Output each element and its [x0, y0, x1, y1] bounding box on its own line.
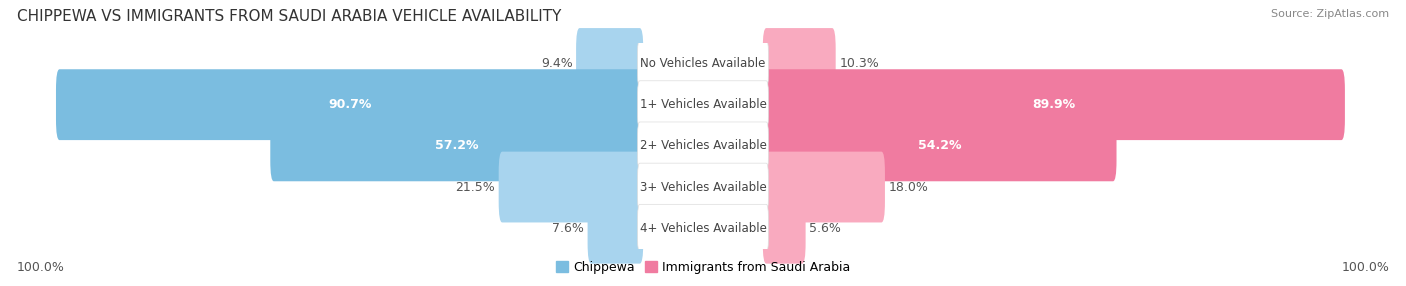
FancyBboxPatch shape	[762, 152, 884, 223]
Text: 100.0%: 100.0%	[17, 261, 65, 274]
Text: 4+ Vehicles Available: 4+ Vehicles Available	[640, 222, 766, 235]
Legend: Chippewa, Immigrants from Saudi Arabia: Chippewa, Immigrants from Saudi Arabia	[555, 261, 851, 274]
FancyBboxPatch shape	[762, 28, 835, 99]
Text: 89.9%: 89.9%	[1032, 98, 1076, 111]
FancyBboxPatch shape	[762, 69, 1346, 140]
Text: Source: ZipAtlas.com: Source: ZipAtlas.com	[1271, 9, 1389, 19]
Text: 90.7%: 90.7%	[328, 98, 371, 111]
Text: 21.5%: 21.5%	[456, 180, 495, 194]
FancyBboxPatch shape	[762, 193, 806, 264]
FancyBboxPatch shape	[0, 37, 1406, 172]
FancyBboxPatch shape	[638, 81, 768, 129]
Text: 18.0%: 18.0%	[889, 180, 928, 194]
Text: 5.6%: 5.6%	[808, 222, 841, 235]
Text: 9.4%: 9.4%	[541, 57, 572, 70]
FancyBboxPatch shape	[0, 161, 1406, 286]
FancyBboxPatch shape	[638, 122, 768, 170]
Text: 3+ Vehicles Available: 3+ Vehicles Available	[640, 180, 766, 194]
FancyBboxPatch shape	[0, 0, 1406, 131]
FancyBboxPatch shape	[638, 163, 768, 211]
Text: CHIPPEWA VS IMMIGRANTS FROM SAUDI ARABIA VEHICLE AVAILABILITY: CHIPPEWA VS IMMIGRANTS FROM SAUDI ARABIA…	[17, 9, 561, 23]
Text: 54.2%: 54.2%	[918, 139, 962, 152]
FancyBboxPatch shape	[638, 204, 768, 252]
FancyBboxPatch shape	[270, 110, 644, 181]
FancyBboxPatch shape	[56, 69, 644, 140]
Text: 7.6%: 7.6%	[553, 222, 583, 235]
Text: 1+ Vehicles Available: 1+ Vehicles Available	[640, 98, 766, 111]
Text: 2+ Vehicles Available: 2+ Vehicles Available	[640, 139, 766, 152]
FancyBboxPatch shape	[588, 193, 644, 264]
FancyBboxPatch shape	[499, 152, 644, 223]
FancyBboxPatch shape	[576, 28, 644, 99]
Text: 57.2%: 57.2%	[434, 139, 478, 152]
FancyBboxPatch shape	[762, 110, 1116, 181]
Text: 10.3%: 10.3%	[839, 57, 879, 70]
Text: No Vehicles Available: No Vehicles Available	[640, 57, 766, 70]
FancyBboxPatch shape	[0, 120, 1406, 255]
FancyBboxPatch shape	[638, 39, 768, 88]
Text: 100.0%: 100.0%	[1341, 261, 1389, 274]
FancyBboxPatch shape	[0, 78, 1406, 213]
